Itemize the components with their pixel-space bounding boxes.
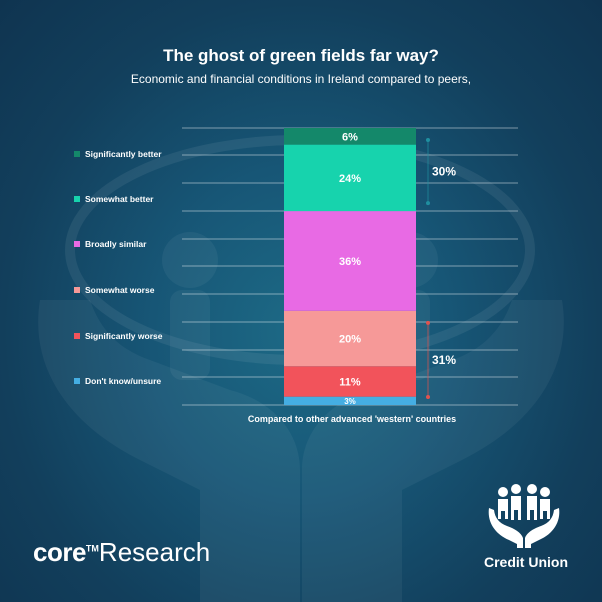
annotation-label: 30%	[432, 165, 456, 179]
bar-segment-somewhat-better	[284, 144, 416, 212]
annotation-label: 31%	[432, 353, 456, 367]
legend-swatch-broadly-similar	[74, 241, 80, 247]
legend-label-significantly-better: Significantly better	[85, 149, 162, 159]
bar-segments	[284, 128, 416, 405]
bar-segment-don-t-know-unsure	[284, 396, 416, 405]
legend: Significantly better Somewhat better Broad…	[74, 149, 163, 386]
annotation-dot	[426, 395, 430, 399]
core-wordmark: core	[33, 537, 86, 567]
data-label-somewhat-better: 24%	[339, 173, 361, 185]
data-label-significantly-worse: 11%	[339, 376, 361, 388]
legend-swatch-somewhat-better	[74, 196, 80, 202]
legend-label-somewhat-worse: Somewhat worse	[85, 285, 155, 295]
chart-subtitle: Economic and financial conditions in Ire…	[130, 72, 472, 86]
legend-swatch-significantly-worse	[74, 333, 80, 339]
core-research-logo: coreTMResearch	[33, 537, 210, 568]
trademark-mark: TM	[85, 543, 99, 554]
bar-segment-significantly-worse	[284, 366, 416, 397]
x-axis-category-label: Compared to other advanced 'western' cou…	[247, 414, 457, 424]
credit-union-logo-icon	[488, 484, 560, 548]
data-labels: 3% 11% 20% 36% 24% 6%	[339, 131, 361, 406]
credit-union-wordmark: Credit Union	[484, 554, 568, 570]
data-label-somewhat-worse: 20%	[339, 334, 361, 346]
data-label-don-t-know-unsure: 3%	[344, 397, 356, 406]
legend-label-significantly-worse: Significantly worse	[85, 331, 163, 341]
annotation-dot	[426, 138, 430, 142]
bar-segment-broadly-similar	[284, 211, 416, 311]
annotation-dot	[426, 320, 430, 325]
annotation-dot	[426, 201, 430, 206]
annotations: 30% 31%	[426, 138, 456, 399]
legend-label-don-t-know-unsure: Don't know/unsure	[85, 376, 161, 386]
legend-swatch-don-t-know-unsure	[74, 378, 80, 384]
data-label-significantly-better: 6%	[342, 131, 358, 143]
bar-segment-somewhat-worse	[284, 310, 416, 367]
research-wordmark: Research	[98, 537, 211, 567]
legend-label-broadly-similar: Broadly similar	[85, 239, 147, 249]
legend-swatch-somewhat-worse	[74, 287, 80, 293]
data-label-broadly-similar: 36%	[339, 256, 361, 268]
legend-label-somewhat-better: Somewhat better	[85, 194, 154, 204]
chart-title: The ghost of green fields far way?	[163, 46, 439, 65]
bar-segment-significantly-better	[284, 128, 416, 145]
legend-swatch-significantly-better	[74, 151, 80, 157]
